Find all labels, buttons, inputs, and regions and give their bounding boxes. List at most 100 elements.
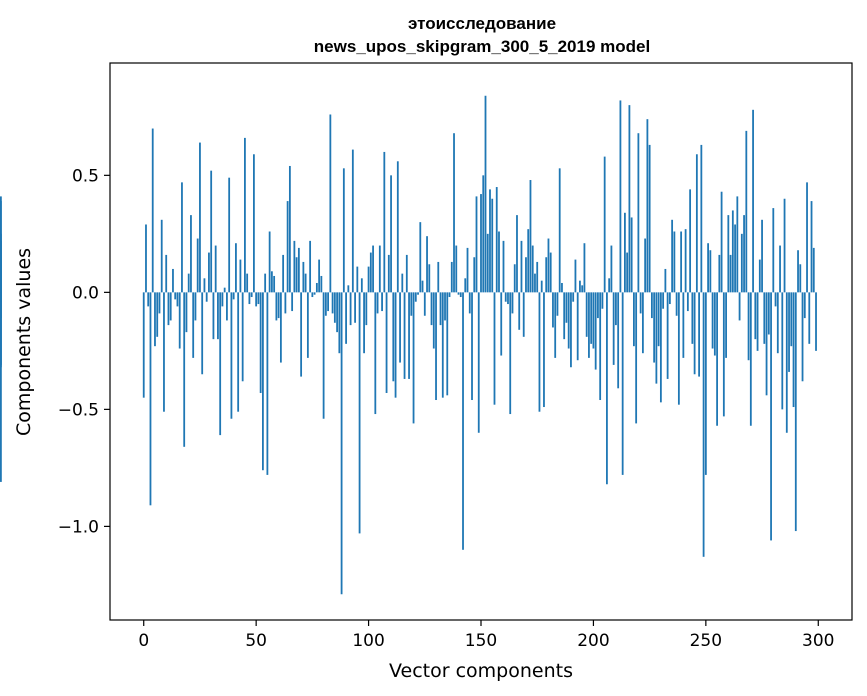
x-tick-label: 150 <box>465 631 497 651</box>
bar <box>727 215 730 293</box>
bar <box>201 292 204 375</box>
bar <box>504 292 507 302</box>
bar <box>763 292 766 344</box>
bar <box>491 198 494 293</box>
bar <box>790 292 793 347</box>
bar <box>354 292 356 323</box>
bar <box>740 233 743 293</box>
bar <box>659 292 662 403</box>
bar <box>682 292 685 358</box>
bar <box>686 292 689 312</box>
bar <box>774 292 777 307</box>
bar <box>172 268 174 293</box>
bar <box>531 245 534 293</box>
bar <box>547 238 550 293</box>
bar <box>815 292 817 351</box>
bar <box>473 257 476 293</box>
bar <box>320 275 323 293</box>
bar <box>644 238 647 293</box>
bar <box>455 245 458 293</box>
bar <box>486 233 489 293</box>
bar <box>446 292 449 396</box>
bar <box>722 292 725 417</box>
bar <box>484 95 487 293</box>
bar <box>617 292 620 389</box>
bar <box>563 292 566 340</box>
bar <box>160 219 163 293</box>
x-tick-label: 100 <box>352 631 384 651</box>
bar <box>707 243 709 293</box>
bar <box>738 292 741 321</box>
bar <box>338 292 341 354</box>
bar <box>142 292 145 398</box>
bar <box>743 215 745 293</box>
bar <box>226 292 228 321</box>
bar <box>178 292 181 349</box>
bar <box>729 254 732 293</box>
bar <box>767 292 770 335</box>
bar <box>414 292 417 302</box>
bar <box>599 292 602 401</box>
bar <box>257 292 260 305</box>
bar <box>275 292 278 321</box>
bar <box>565 292 568 323</box>
bar <box>246 273 249 293</box>
bar <box>500 292 503 356</box>
bar <box>288 165 291 293</box>
bar <box>421 280 424 293</box>
bar <box>313 292 316 295</box>
bar <box>383 151 386 293</box>
bar <box>405 254 408 293</box>
bar <box>412 292 415 424</box>
bar <box>318 259 321 293</box>
bar <box>698 292 700 377</box>
bar <box>552 292 554 328</box>
bar <box>244 137 246 293</box>
bar <box>507 292 509 305</box>
chart-title-line2: news_upos_skipgram_300_5_2019 model <box>314 37 650 56</box>
bar <box>601 292 604 309</box>
bar <box>333 292 336 323</box>
bar <box>806 182 808 293</box>
bar <box>810 201 813 293</box>
bar <box>529 180 532 293</box>
bar <box>219 292 222 436</box>
bar <box>794 292 797 532</box>
bar <box>495 187 498 293</box>
bar <box>0 233 2 293</box>
bar <box>237 292 240 412</box>
bar <box>608 278 611 293</box>
bar <box>266 292 269 475</box>
bar <box>277 292 280 319</box>
bar <box>363 292 365 354</box>
bar <box>581 285 584 293</box>
bar <box>205 292 208 302</box>
bar <box>758 259 761 293</box>
bar <box>374 292 377 415</box>
bar <box>797 250 799 293</box>
bar <box>621 292 624 475</box>
bar <box>511 292 514 314</box>
bar <box>489 189 491 293</box>
bar <box>437 261 440 293</box>
bar <box>311 292 314 298</box>
bar <box>340 292 343 595</box>
bar <box>253 154 255 293</box>
bar <box>572 292 575 302</box>
bar <box>668 292 671 305</box>
bar <box>783 198 786 293</box>
bar <box>695 154 698 293</box>
bar <box>387 254 390 293</box>
bar <box>677 292 680 405</box>
bar <box>513 264 516 293</box>
bar <box>549 252 552 293</box>
bar <box>232 292 235 300</box>
bar <box>720 191 723 293</box>
bar <box>691 292 694 344</box>
bar <box>641 292 644 354</box>
bar <box>745 130 748 293</box>
bar <box>731 210 734 293</box>
bar <box>619 100 622 293</box>
bar <box>248 292 251 305</box>
bar <box>736 196 739 293</box>
